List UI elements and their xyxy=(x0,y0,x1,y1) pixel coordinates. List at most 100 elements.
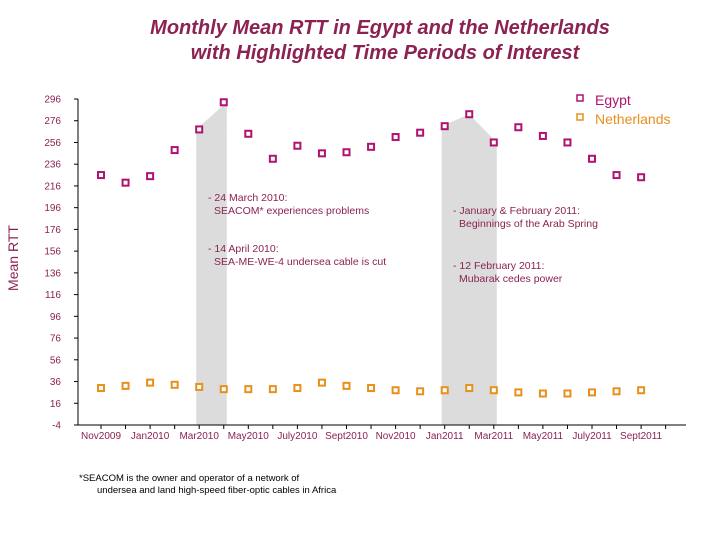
x-tick-label: Sept2011 xyxy=(620,431,663,442)
highlight-band-2 xyxy=(441,114,497,426)
annotation-text: - 14 April 2010: xyxy=(208,243,279,255)
legend-swatch-egypt xyxy=(576,94,584,102)
y-tick-label: 296 xyxy=(44,95,61,106)
netherlands-point xyxy=(121,381,130,390)
y-tick-label: 96 xyxy=(50,312,62,323)
x-tick-label: July2010 xyxy=(277,431,317,442)
egypt-point xyxy=(97,171,105,180)
x-ticks: Nov2009 Jan2010 Mar2010 May2010 July2010 Sept… xyxy=(81,425,667,442)
annotation-text: SEA-ME-WE-4 undersea cable is cut xyxy=(214,256,386,268)
netherlands-point xyxy=(588,388,596,397)
egypt-point xyxy=(367,142,376,151)
y-axis-label: Mean RTT xyxy=(5,225,21,291)
egypt-point xyxy=(219,98,228,107)
egypt-point xyxy=(268,154,277,163)
netherlands-point xyxy=(244,385,253,394)
netherlands-point xyxy=(195,382,204,391)
y-tick-label: -4 xyxy=(52,421,61,432)
netherlands-point xyxy=(317,378,326,387)
netherlands-point xyxy=(367,384,376,393)
y-tick-label: 196 xyxy=(44,203,61,214)
y-tick-label: 36 xyxy=(50,377,62,388)
legend-swatch-netherlands xyxy=(576,113,584,121)
egypt-point xyxy=(170,146,179,155)
x-tick-label: May2010 xyxy=(228,431,270,442)
annotation-text: Beginnings of the Arab Spring xyxy=(459,218,598,230)
chart-subtitle: with Highlighted Time Periods of Interes… xyxy=(191,42,581,64)
axes xyxy=(77,99,686,426)
netherlands-point xyxy=(97,384,105,393)
legend: Egypt Netherlands xyxy=(576,92,671,127)
x-tick-label: May2011 xyxy=(523,431,564,442)
x-tick-label: Nov2010 xyxy=(376,431,416,442)
y-tick-label: 116 xyxy=(45,290,61,301)
egypt-point xyxy=(293,141,302,150)
egypt-point xyxy=(489,138,498,147)
netherlands-point xyxy=(489,386,498,395)
y-tick-label: 276 xyxy=(44,116,61,127)
egypt-point xyxy=(416,128,425,137)
netherlands-point xyxy=(342,381,351,390)
netherlands-point xyxy=(391,386,400,395)
egypt-point xyxy=(244,129,253,138)
egypt-point xyxy=(121,178,130,187)
netherlands-point xyxy=(293,384,302,393)
y-tick-label: 256 xyxy=(44,138,61,149)
netherlands-point xyxy=(637,386,646,395)
highlight-band-1 xyxy=(196,102,227,425)
egypt-point xyxy=(538,131,547,140)
egypt-point xyxy=(588,154,596,163)
y-ticks: -4 16 36 56 76 96 116 136 156 176 196 216 236 256 276 2… xyxy=(44,95,78,432)
footnote-text: *SEACOM is the owner and operator of a n… xyxy=(79,473,300,484)
egypt-point xyxy=(563,138,572,147)
x-tick-label: Nov2009 xyxy=(81,431,121,442)
netherlands-point xyxy=(219,385,228,394)
legend-label-egypt: Egypt xyxy=(595,92,631,108)
y-tick-label: 76 xyxy=(50,334,62,345)
netherlands-point xyxy=(465,384,474,393)
annotation-text: Mubarak cedes power xyxy=(459,273,563,285)
x-tick-label: Jan2010 xyxy=(131,431,170,442)
y-tick-label: 176 xyxy=(44,225,61,236)
netherlands-point xyxy=(563,389,572,398)
x-tick-label: Mar2010 xyxy=(179,431,219,442)
netherlands-point xyxy=(170,380,179,389)
x-tick-label: Mar2011 xyxy=(474,431,513,442)
annotation-text: SEACOM* experiences problems xyxy=(214,205,369,217)
y-tick-label: 56 xyxy=(50,355,62,366)
y-tick-label: 136 xyxy=(44,268,61,279)
netherlands-point xyxy=(268,385,277,394)
netherlands-point xyxy=(146,378,155,387)
egypt-point xyxy=(195,125,204,134)
egypt-point xyxy=(317,149,326,158)
x-tick-label: Jan2011 xyxy=(426,431,464,442)
y-tick-label: 236 xyxy=(44,160,61,171)
annotation-text: - 12 February 2011: xyxy=(453,260,544,272)
netherlands-point xyxy=(612,387,621,396)
egypt-point xyxy=(440,122,449,131)
netherlands-point xyxy=(416,387,425,396)
legend-label-netherlands: Netherlands xyxy=(595,111,671,127)
data-points xyxy=(97,98,646,398)
y-tick-label: 216 xyxy=(44,181,61,192)
footnote-text: undersea and land high-speed fiber-optic… xyxy=(97,485,337,496)
highlight-periods xyxy=(196,102,497,426)
egypt-point xyxy=(342,148,351,157)
egypt-point xyxy=(612,171,621,180)
egypt-point xyxy=(465,110,474,119)
netherlands-point xyxy=(538,389,547,398)
annotation-text: - January & February 2011: xyxy=(453,205,580,217)
chart-title: Monthly Mean RTT in Egypt and the Nether… xyxy=(150,17,610,39)
netherlands-point xyxy=(440,386,449,395)
x-tick-label: July2011 xyxy=(572,431,612,442)
y-tick-label: 16 xyxy=(50,399,62,410)
annotation-text: - 24 March 2010: xyxy=(208,192,287,204)
egypt-point xyxy=(637,173,646,182)
egypt-point xyxy=(514,123,523,132)
annotations: - 24 March 2010:SEACOM* experiences prob… xyxy=(208,192,598,285)
netherlands-point xyxy=(514,388,523,397)
egypt-point xyxy=(391,133,400,142)
y-tick-label: 156 xyxy=(44,247,61,258)
egypt-point xyxy=(146,172,155,181)
